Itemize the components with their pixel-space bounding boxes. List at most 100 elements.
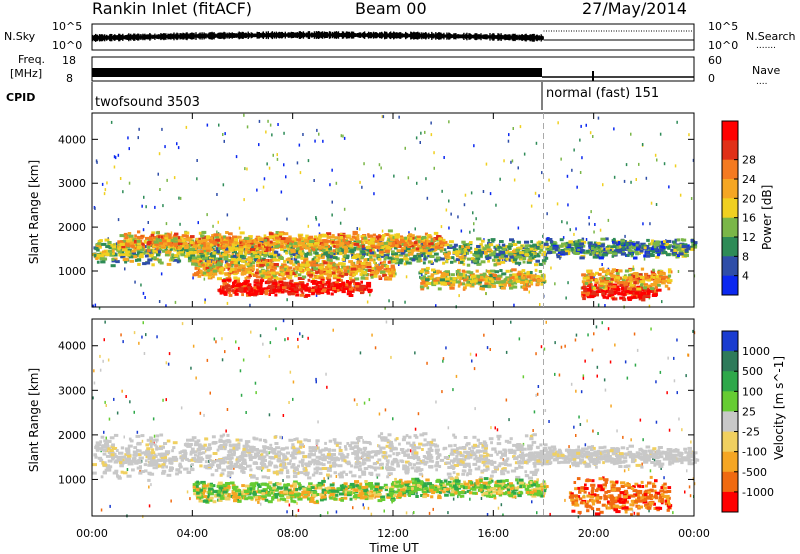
- nsky-sample: [125, 35, 127, 40]
- scatter-point: [630, 180, 632, 184]
- echo-cell: [169, 247, 173, 251]
- echo-cell: [411, 258, 416, 262]
- nsky-sample: [323, 31, 326, 39]
- echo-cell: [213, 261, 217, 265]
- echo-cell: [381, 252, 384, 256]
- echo-cell: [239, 231, 245, 235]
- echo-cell: [189, 241, 194, 244]
- nsky-sample: [154, 33, 156, 40]
- echo-cell: [420, 281, 424, 285]
- echo-cell: [589, 285, 593, 289]
- scatter-point: [113, 155, 116, 159]
- nsky-sample: [445, 34, 447, 38]
- echo-cell: [512, 285, 518, 289]
- nsky-sample: [239, 32, 241, 39]
- nsky-sample: [396, 32, 398, 39]
- echo-cell: [428, 242, 434, 246]
- echo-cell: [665, 243, 669, 246]
- echo-cell: [345, 283, 349, 287]
- echo-cell: [511, 268, 517, 272]
- echo-cell: [512, 273, 518, 277]
- echo-cell: [215, 263, 220, 267]
- scatter-point: [398, 263, 400, 266]
- echo-cell: [371, 247, 375, 251]
- nsky-sample: [245, 32, 247, 39]
- echo-cell: [172, 234, 178, 238]
- echo-cell: [361, 237, 365, 241]
- scatter-point: [307, 224, 310, 228]
- echo-cell: [293, 257, 298, 261]
- echo-cell: [310, 280, 316, 284]
- echo-cell: [526, 270, 532, 274]
- scatter-point: [369, 293, 371, 297]
- echo-cell: [384, 233, 389, 237]
- echo-cell: [377, 240, 383, 244]
- echo-cell: [496, 258, 501, 262]
- echo-cell: [396, 249, 401, 253]
- echo-cell: [452, 251, 458, 255]
- echo-cell: [378, 247, 383, 251]
- echo-cell: [238, 235, 242, 239]
- freq-tick-low: 8: [66, 72, 73, 85]
- nsky-sample: [433, 33, 435, 39]
- scatter-point: [433, 151, 435, 155]
- scatter-point: [174, 300, 177, 304]
- echo-cell: [145, 236, 150, 240]
- echo-cell: [395, 254, 399, 258]
- nsky-sample: [439, 32, 441, 40]
- echo-cell: [462, 244, 468, 248]
- echo-cell: [526, 260, 532, 264]
- scatter-point: [501, 258, 504, 262]
- echo-cell: [434, 242, 439, 246]
- echo-cell: [656, 288, 662, 292]
- echo-cell: [479, 287, 483, 291]
- echo-cell: [259, 263, 264, 267]
- nsky-sample: [390, 31, 392, 40]
- echo-cell: [319, 271, 324, 275]
- nsky-sample: [210, 32, 212, 40]
- echo-cell: [332, 256, 338, 260]
- echo-cell: [199, 258, 202, 262]
- echo-cell: [369, 258, 374, 262]
- echo-cell: [493, 277, 497, 281]
- echo-cell: [633, 256, 638, 260]
- echo-cell: [264, 243, 268, 247]
- echo-cell: [342, 238, 346, 242]
- echo-cell: [259, 238, 263, 241]
- scatter-point: [499, 177, 501, 181]
- echo-cell: [374, 264, 379, 267]
- echo-cell: [514, 255, 518, 259]
- echo-cell: [514, 275, 518, 279]
- nsky-sample: [229, 32, 231, 39]
- echo-cell: [607, 249, 610, 253]
- echo-cell: [518, 276, 522, 280]
- echo-cell: [347, 281, 352, 285]
- echo-cell: [666, 239, 672, 243]
- nsky-sample: [96, 34, 98, 42]
- echo-cell: [264, 289, 269, 293]
- echo-cell: [234, 241, 238, 245]
- echo-cell: [357, 268, 363, 272]
- nsky-sample: [347, 31, 350, 39]
- echo-cell: [254, 279, 259, 283]
- echo-cell: [360, 291, 364, 295]
- nsky-sample: [149, 33, 151, 41]
- echo-cell: [194, 266, 198, 270]
- echo-cell: [409, 237, 413, 241]
- echo-cell: [261, 260, 267, 264]
- scatter-point: [143, 195, 145, 199]
- echo-cell: [356, 261, 360, 265]
- scatter-point: [162, 204, 164, 208]
- echo-cell: [425, 266, 430, 270]
- scatter-point: [546, 212, 548, 216]
- echo-cell: [305, 293, 311, 297]
- echo-cell: [582, 293, 588, 297]
- nsky-sample: [463, 32, 465, 40]
- nsky-sample: [181, 33, 183, 39]
- nsky-sample: [155, 35, 157, 39]
- scatter-point: [145, 205, 147, 209]
- echo-cell: [667, 246, 671, 250]
- echo-cell: [296, 288, 301, 292]
- echo-cell: [267, 265, 272, 269]
- echo-cell: [628, 291, 633, 294]
